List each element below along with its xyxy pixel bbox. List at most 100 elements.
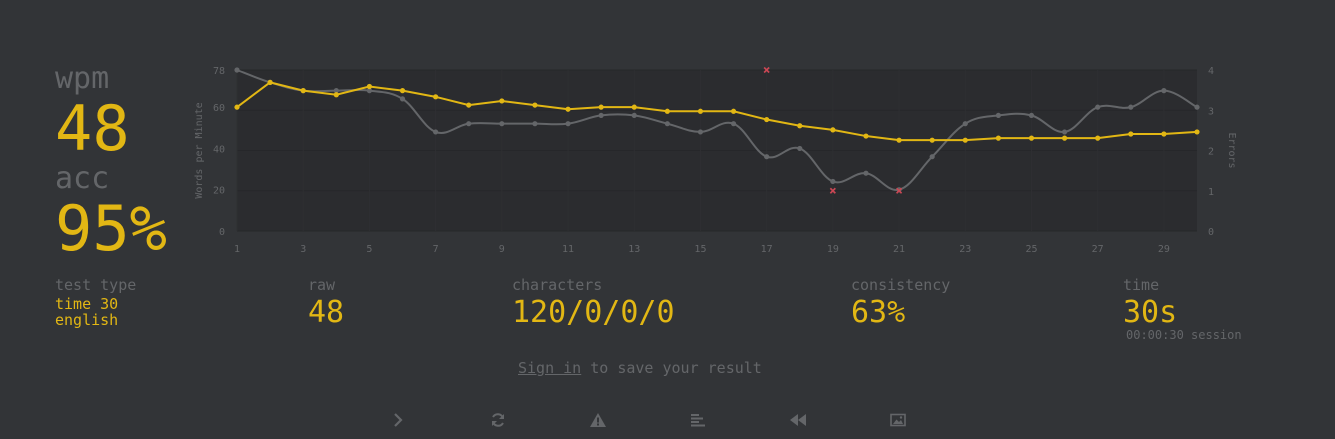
rewind-icon xyxy=(790,414,806,426)
x-tick-label: 15 xyxy=(694,244,706,255)
data-point-wpm xyxy=(896,137,902,143)
data-point-wpm xyxy=(565,106,571,112)
y-tick-label: 0 xyxy=(219,227,225,238)
align-left-icon xyxy=(691,414,705,427)
data-point-wpm xyxy=(1161,131,1167,137)
consistency-value: 63% xyxy=(851,295,906,330)
raw-label: raw xyxy=(308,276,336,294)
y2-tick-label: 4 xyxy=(1208,66,1214,77)
data-point-raw xyxy=(333,88,339,94)
y2-tick-label: 3 xyxy=(1208,106,1214,117)
data-point-wpm xyxy=(1128,131,1134,137)
x-tick-label: 1 xyxy=(234,244,240,255)
data-point-raw xyxy=(995,112,1001,119)
data-point-wpm xyxy=(333,92,339,98)
error-marker xyxy=(763,66,770,74)
data-point-wpm xyxy=(598,104,604,110)
data-point-wpm xyxy=(499,98,505,104)
data-point-wpm xyxy=(962,137,968,143)
data-point-raw xyxy=(664,121,670,127)
signin-rest-text: to save your result xyxy=(590,359,762,377)
refresh-icon xyxy=(492,413,504,427)
y-tick-label: 78 xyxy=(213,66,225,77)
y2-tick-label: 0 xyxy=(1208,227,1214,238)
data-point-raw xyxy=(433,129,439,135)
x-tick-label: 21 xyxy=(893,244,905,255)
data-point-raw xyxy=(565,121,571,127)
data-point-wpm xyxy=(267,79,273,85)
data-point-wpm xyxy=(399,88,406,94)
data-point-wpm xyxy=(830,127,836,133)
error-marker xyxy=(896,187,903,194)
acc-value: 95% xyxy=(55,192,167,265)
warning-triangle-icon xyxy=(590,413,606,427)
data-point-raw xyxy=(399,96,406,102)
data-point-raw xyxy=(764,154,770,160)
data-point-wpm xyxy=(466,102,472,108)
data-point-raw xyxy=(730,121,737,127)
x-tick-label: 3 xyxy=(300,244,306,255)
data-point-raw xyxy=(631,112,637,119)
consistency-label: consistency xyxy=(851,276,951,294)
data-point-wpm xyxy=(697,108,704,114)
acc-label: acc xyxy=(55,161,110,196)
restart-button[interactable] xyxy=(486,408,510,432)
x-tick-label: 7 xyxy=(433,244,439,255)
y2-tick-label: 2 xyxy=(1208,147,1214,158)
test-type-language[interactable]: english xyxy=(55,311,119,329)
sign-in-link[interactable]: Sign in xyxy=(518,359,582,377)
x-tick-label: 25 xyxy=(1025,244,1037,255)
data-point-wpm xyxy=(730,108,737,114)
data-point-raw xyxy=(1095,104,1101,110)
test-type-label: test type xyxy=(55,276,137,294)
data-point-raw xyxy=(863,170,869,176)
data-point-wpm xyxy=(797,123,803,129)
x-tick-label: 27 xyxy=(1092,244,1104,255)
data-point-wpm xyxy=(300,88,306,94)
data-point-raw xyxy=(962,121,968,127)
session-time: 00:00:30 session xyxy=(1126,328,1242,342)
data-point-wpm xyxy=(366,83,373,90)
characters-label: characters xyxy=(512,276,603,294)
series-line-raw xyxy=(236,69,1198,191)
y-axis-title: Words per Minute xyxy=(194,102,205,198)
data-point-raw xyxy=(1194,104,1200,110)
y-tick-label: 60 xyxy=(213,103,225,114)
test-type-mode[interactable]: time 30 xyxy=(55,295,119,313)
data-point-raw xyxy=(499,121,505,127)
data-point-wpm xyxy=(995,135,1001,141)
data-point-raw xyxy=(366,88,373,94)
practice-missed-words-button[interactable] xyxy=(586,408,610,432)
time-value: 30s xyxy=(1123,295,1178,330)
time-label: time xyxy=(1123,276,1160,294)
data-point-raw xyxy=(598,112,604,119)
toggle-word-history-button[interactable] xyxy=(686,408,710,432)
x-tick-label: 9 xyxy=(499,244,505,255)
watch-replay-button[interactable] xyxy=(786,408,810,432)
image-icon xyxy=(890,413,906,427)
data-point-wpm xyxy=(532,102,538,108)
data-point-wpm xyxy=(1028,135,1035,141)
data-point-raw xyxy=(1061,129,1068,135)
characters-value: 120/0/0/0 xyxy=(512,295,675,330)
data-point-raw xyxy=(1161,88,1167,94)
data-point-wpm xyxy=(1061,135,1068,141)
x-tick-label: 19 xyxy=(827,244,839,255)
wpm-value: 48 xyxy=(55,92,130,165)
data-point-wpm xyxy=(1095,135,1101,141)
x-tick-label: 13 xyxy=(628,244,640,255)
save-screenshot-button[interactable] xyxy=(886,408,910,432)
data-point-wpm xyxy=(863,133,869,139)
y2-axis-title: Errors xyxy=(1226,132,1237,168)
data-point-raw xyxy=(830,178,836,185)
data-point-wpm xyxy=(234,104,240,110)
data-point-raw xyxy=(1128,104,1134,110)
next-test-button[interactable] xyxy=(386,408,410,432)
data-point-wpm xyxy=(631,104,637,110)
data-point-raw xyxy=(1028,112,1035,119)
y-tick-label: 20 xyxy=(213,186,225,197)
data-point-raw xyxy=(697,129,704,135)
data-point-wpm xyxy=(1194,129,1200,135)
chevron-right-icon xyxy=(394,413,403,427)
